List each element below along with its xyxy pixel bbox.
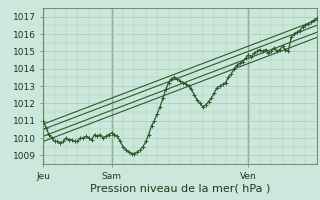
X-axis label: Pression niveau de la mer( hPa ): Pression niveau de la mer( hPa )	[90, 183, 270, 193]
